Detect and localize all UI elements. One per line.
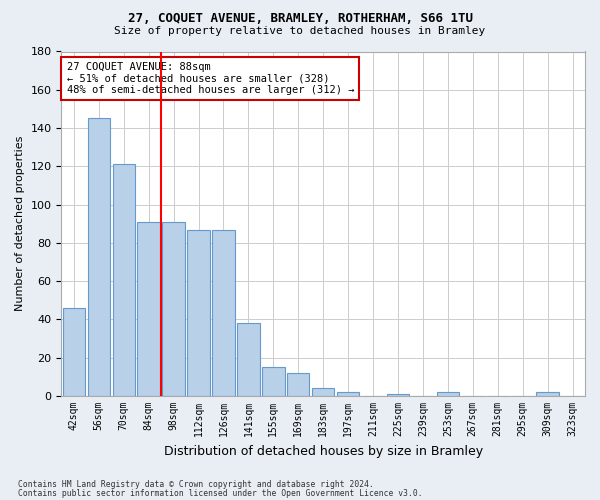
Bar <box>437 392 459 396</box>
Bar <box>113 164 135 396</box>
Text: 27, COQUET AVENUE, BRAMLEY, ROTHERHAM, S66 1TU: 27, COQUET AVENUE, BRAMLEY, ROTHERHAM, S… <box>128 12 473 26</box>
Bar <box>137 222 160 396</box>
Bar <box>212 230 235 396</box>
Bar <box>536 392 559 396</box>
Bar <box>88 118 110 396</box>
Text: Size of property relative to detached houses in Bramley: Size of property relative to detached ho… <box>115 26 485 36</box>
Bar <box>287 373 310 396</box>
Bar <box>312 388 334 396</box>
Y-axis label: Number of detached properties: Number of detached properties <box>15 136 25 312</box>
Bar <box>187 230 210 396</box>
Bar <box>262 368 284 396</box>
Text: 27 COQUET AVENUE: 88sqm
← 51% of detached houses are smaller (328)
48% of semi-d: 27 COQUET AVENUE: 88sqm ← 51% of detache… <box>67 62 354 95</box>
Bar <box>237 324 260 396</box>
Bar <box>62 308 85 396</box>
Text: Contains HM Land Registry data © Crown copyright and database right 2024.: Contains HM Land Registry data © Crown c… <box>18 480 374 489</box>
Bar <box>337 392 359 396</box>
Bar <box>163 222 185 396</box>
Bar <box>387 394 409 396</box>
X-axis label: Distribution of detached houses by size in Bramley: Distribution of detached houses by size … <box>164 444 483 458</box>
Text: Contains public sector information licensed under the Open Government Licence v3: Contains public sector information licen… <box>18 488 422 498</box>
